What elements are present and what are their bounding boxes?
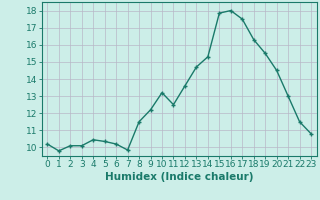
X-axis label: Humidex (Indice chaleur): Humidex (Indice chaleur) bbox=[105, 172, 253, 182]
